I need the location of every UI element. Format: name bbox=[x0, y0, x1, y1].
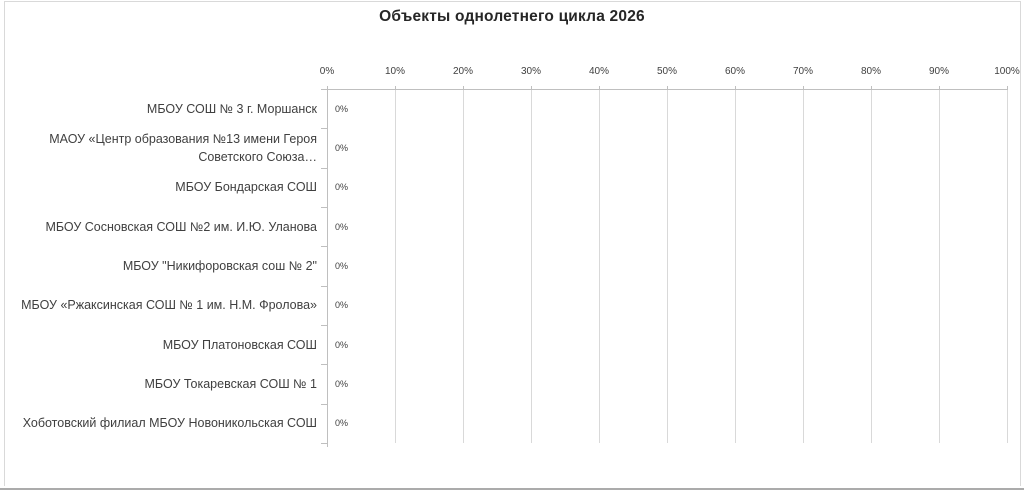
x-tick-label: 20% bbox=[452, 66, 474, 77]
bar-row: 0% bbox=[327, 325, 1007, 364]
x-tick-label: 0% bbox=[319, 66, 335, 77]
x-tick-label: 70% bbox=[792, 66, 814, 77]
y-tick-mark bbox=[321, 207, 327, 208]
bar-row: 0% bbox=[327, 404, 1007, 443]
bar-row: 0% bbox=[327, 286, 1007, 325]
category-label-row: МБОУ "Никифоровская сош № 2" bbox=[0, 246, 317, 285]
x-tick-label: 80% bbox=[860, 66, 882, 77]
y-tick-mark bbox=[321, 325, 327, 326]
category-label: МБОУ СОШ № 3 г. Моршанск bbox=[146, 101, 317, 116]
category-label-row: МБОУ Токаревская СОШ № 1 bbox=[0, 364, 317, 403]
category-label: Хоботовский филиал МБОУ Новоникольская С… bbox=[22, 416, 317, 431]
gridline bbox=[463, 89, 464, 443]
category-label: МБОУ «Ржаксинская СОШ № 1 им. Н.М. Фроло… bbox=[21, 298, 317, 313]
data-label: 0% bbox=[335, 418, 349, 429]
bar-row: 0% bbox=[327, 89, 1007, 128]
category-label-row: МБОУ Платоновская СОШ bbox=[0, 325, 317, 364]
gridline bbox=[803, 89, 804, 443]
data-label: 0% bbox=[335, 378, 349, 389]
gridline bbox=[735, 89, 736, 443]
x-tick-label: 60% bbox=[724, 66, 746, 77]
plot-area: 0% 0% 0% 0% 0% 0% 0% 0% 0% bbox=[327, 89, 1008, 443]
y-tick-mark bbox=[321, 128, 327, 130]
x-tick-label: 10% bbox=[384, 66, 406, 77]
y-axis-line bbox=[327, 89, 328, 447]
gridline bbox=[939, 89, 940, 443]
bar-rows: 0% 0% 0% 0% 0% 0% 0% 0% 0% bbox=[327, 89, 1007, 443]
data-label: 0% bbox=[335, 221, 349, 232]
y-tick-mark bbox=[321, 167, 327, 169]
bar-row: 0% bbox=[327, 168, 1007, 207]
gridline bbox=[1007, 89, 1008, 443]
category-label-row: МАОУ «Центр образования №13 имени Героя … bbox=[0, 128, 317, 167]
bar-row: 0% bbox=[327, 364, 1007, 403]
category-label: МАОУ «Центр образования №13 имени Героя … bbox=[49, 131, 317, 164]
category-label-row: Хоботовский филиал МБОУ Новоникольская С… bbox=[0, 404, 317, 443]
gridline bbox=[395, 89, 396, 443]
data-label: 0% bbox=[335, 339, 349, 350]
x-axis-line bbox=[327, 89, 1008, 90]
category-label-row: МБОУ Сосновская СОШ №2 им. И.Ю. Уланова bbox=[0, 207, 317, 246]
data-label: 0% bbox=[335, 103, 349, 114]
category-axis-labels: МБОУ СОШ № 3 г. Моршанск МАОУ «Центр обра… bbox=[0, 89, 327, 443]
category-label: МБОУ Токаревская СОШ № 1 bbox=[144, 376, 317, 391]
x-tick-label: 90% bbox=[928, 66, 950, 77]
gridline bbox=[871, 89, 872, 443]
y-tick-mark bbox=[321, 403, 327, 405]
category-label: МБОУ "Никифоровская сош № 2" bbox=[122, 258, 317, 273]
y-tick-mark bbox=[321, 364, 327, 366]
category-label-row: МБОУ СОШ № 3 г. Моршанск bbox=[0, 89, 317, 128]
x-tick-label: 30% bbox=[520, 66, 542, 77]
window-bottom-edge bbox=[0, 488, 1024, 490]
gridline bbox=[667, 89, 668, 443]
category-label-row: МБОУ Бондарская СОШ bbox=[0, 168, 317, 207]
category-label: МБОУ Сосновская СОШ №2 им. И.Ю. Уланова bbox=[45, 219, 317, 234]
x-tick-label: 100% bbox=[994, 66, 1020, 77]
gridline bbox=[599, 89, 600, 443]
x-axis-tick-labels: 0% 10% 20% 30% 40% 50% 60% 70% 80% 90% 100% bbox=[320, 66, 1020, 80]
category-label: МБОУ Бондарская СОШ bbox=[175, 180, 317, 195]
y-axis-tick-marks bbox=[321, 89, 327, 444]
data-label: 0% bbox=[335, 182, 349, 193]
category-label: МБОУ Платоновская СОШ bbox=[162, 337, 317, 352]
gridline bbox=[531, 89, 532, 443]
x-tick-label: 40% bbox=[588, 66, 610, 77]
y-tick-mark bbox=[321, 285, 327, 287]
y-tick-mark bbox=[321, 246, 327, 248]
y-tick-mark bbox=[321, 443, 327, 444]
bar-row: 0% bbox=[327, 207, 1007, 246]
y-tick-mark bbox=[321, 89, 327, 90]
x-tick-label: 50% bbox=[656, 66, 678, 77]
bar-row: 0% bbox=[327, 128, 1007, 167]
category-label-row: МБОУ «Ржаксинская СОШ № 1 им. Н.М. Фроло… bbox=[0, 286, 317, 325]
data-label: 0% bbox=[335, 300, 349, 311]
data-label: 0% bbox=[335, 260, 349, 271]
chart-title: Объекты однолетнего цикла 2026 bbox=[379, 8, 645, 25]
data-label: 0% bbox=[335, 142, 349, 153]
bar-row: 0% bbox=[327, 246, 1007, 285]
